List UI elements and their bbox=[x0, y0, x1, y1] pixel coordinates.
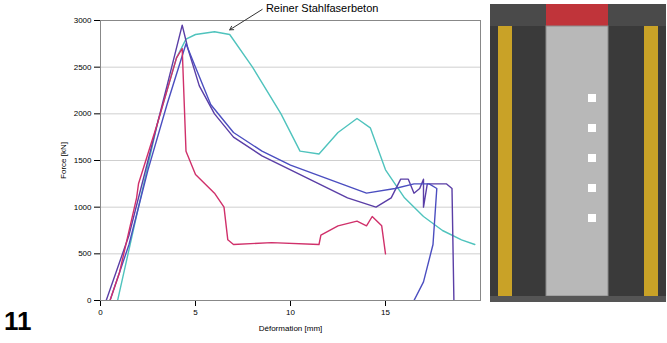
svg-text:10: 10 bbox=[286, 308, 295, 317]
svg-text:15: 15 bbox=[381, 308, 390, 317]
html-text:11: 11 bbox=[4, 306, 32, 336]
svg-text:2000: 2000 bbox=[74, 109, 92, 118]
svg-text:3000: 3000 bbox=[74, 16, 92, 25]
svg-text:Reiner Stahlfaserbeton: Reiner Stahlfaserbeton bbox=[266, 2, 379, 14]
svg-text:1000: 1000 bbox=[74, 203, 92, 212]
svg-text:500: 500 bbox=[78, 249, 92, 258]
svg-text:2500: 2500 bbox=[74, 63, 92, 72]
svg-text:0: 0 bbox=[98, 308, 103, 317]
svg-text:5: 5 bbox=[193, 308, 198, 317]
svg-text:Déformation [mm]: Déformation [mm] bbox=[259, 324, 323, 333]
svg-text:1500: 1500 bbox=[74, 156, 92, 165]
svg-text:0: 0 bbox=[87, 296, 92, 305]
svg-text:Force [kN]: Force [kN] bbox=[59, 142, 68, 179]
